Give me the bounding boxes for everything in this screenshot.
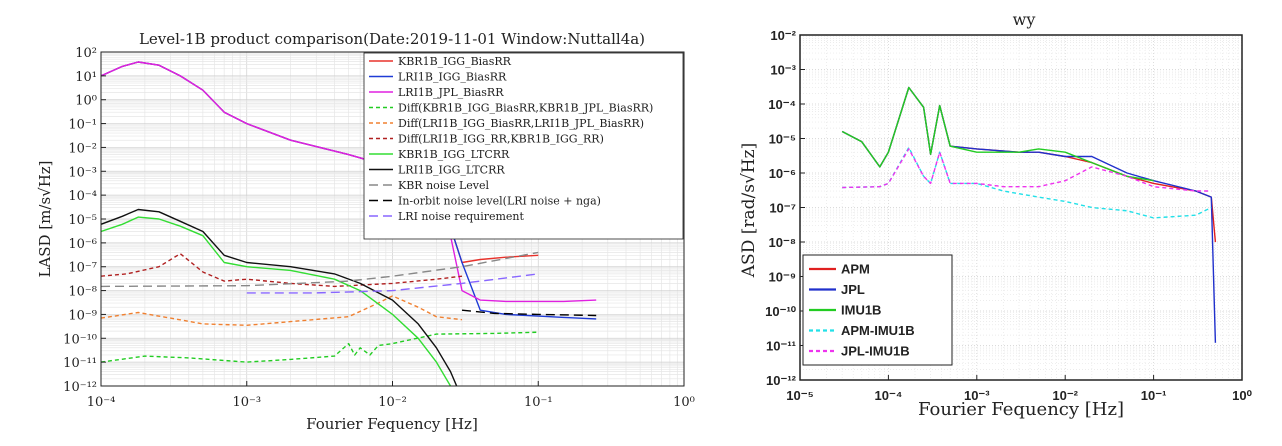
series-line-in-orbit-noise-level-lri-noise-nga (461, 309, 597, 317)
series-line-apm-imu1b (842, 146, 1212, 219)
left-y-axis-label: LASD [m/s√Hz] (36, 160, 54, 277)
y-tick-label: 10⁻⁶ (68, 237, 97, 252)
legend-label-in-orbit-noise-level-lri-noise-nga: In-orbit noise level(LRI noise + nga) (398, 194, 601, 207)
y-tick-label: 10⁻⁵ (68, 213, 97, 228)
y-tick-label: 10⁻⁶ (769, 166, 796, 181)
legend-label-apm-imu1b: APM-IMU1B (841, 323, 915, 338)
y-tick-label: 10⁻¹ (68, 118, 97, 133)
right-ticks: 10⁻⁵ 10⁻⁴ 10⁻³ 10⁻² 10⁻¹ 10⁰ 10⁻¹² 10⁻¹¹ 10⁻¹⁰ 10… (765, 28, 1252, 403)
right-chart-title: wy (1013, 10, 1036, 29)
x-tick-label: 10⁻³ (964, 388, 990, 403)
y-tick-label: 10⁻² (68, 141, 97, 156)
legend-label-diff-kbr1b-igg-biasrr-kbr1b-jpl-biasrr: Diff(KBR1B_IGG_BiasRR,KBR1B_JPL_BiasRR) (398, 101, 653, 114)
left-series-group (101, 61, 597, 386)
right-x-axis-label: Fourier Fequency [Hz] (918, 399, 1124, 420)
y-tick-label: 10⁻¹⁰ (63, 332, 97, 347)
x-tick-label: 10⁻⁴ (87, 395, 116, 410)
left-ticks: 10⁻⁴ 10⁻³ 10⁻² 10⁻¹ 10⁰ 10⁻¹² 10⁻¹¹ 10⁻¹⁰ 10⁻⁹ 10… (63, 46, 695, 410)
x-tick-label: 10⁻¹ (1141, 388, 1167, 403)
series-line-diff-kbr1b-igg-biasrr-kbr1b-jpl-biasrr (101, 331, 539, 363)
y-tick-label: 10⁻⁵ (769, 132, 796, 147)
legend-label-diff-lri1b-igg-biasrr-lri1b-jpl-biasrr: Diff(LRI1B_IGG_BiasRR,LRI1B_JPL_BiasRR) (398, 117, 644, 130)
y-tick-label: 10⁻⁸ (68, 285, 97, 300)
x-tick-label: 10⁻² (378, 395, 407, 410)
y-tick-label: 10⁻⁷ (769, 201, 796, 216)
right-series-group (841, 86, 1217, 343)
y-tick-label: 10⁰ (75, 94, 97, 109)
legend-label-kbr1b-igg-ltcrr: KBR1B_IGG_LTCRR (398, 148, 510, 161)
y-tick-label: 10⁻² (770, 28, 796, 43)
y-tick-label: 10⁻³ (770, 63, 796, 78)
series-line-kbr1b-igg-ltcrr (101, 216, 452, 386)
left-chart-title: Level-1B product comparison(Date:2019-11… (139, 30, 645, 48)
legend-label-jpl: JPL (841, 282, 865, 297)
y-tick-label: 10⁻¹⁰ (765, 304, 797, 319)
right-y-axis-label: ASD [rad/s√Hz] (739, 143, 759, 278)
legend-label-imu1b: IMU1B (841, 303, 881, 318)
y-tick-label: 10⁻⁸ (769, 235, 796, 250)
legend-label-apm: APM (841, 262, 870, 277)
series-line-apm (841, 86, 1217, 243)
right-chart: wy 10⁻⁵ 10⁻⁴ 10⁻³ 10⁻² 10⁻¹ 10⁰ 10⁻¹² 10⁻¹¹ 10⁻¹… (739, 10, 1253, 420)
left-legend-box (363, 52, 684, 240)
series-line-imu1b (841, 86, 1154, 182)
y-tick-label: 10⁻⁴ (768, 97, 796, 112)
x-tick-label: 10⁻¹ (524, 395, 553, 410)
x-tick-label: 10⁻⁴ (875, 388, 903, 403)
left-chart: Level-1B product comparison(Date:2019-11… (36, 30, 695, 433)
series-line-diff-lri1b-igg-rr-kbr1b-igg-rr (101, 252, 463, 288)
x-tick-label: 10⁻⁵ (786, 388, 813, 403)
series-line-jpl-imu1b (842, 148, 1212, 192)
y-tick-label: 10⁻¹¹ (63, 356, 97, 371)
left-x-axis-label: Fourier Fequency [Hz] (306, 415, 478, 433)
legend-label-jpl-imu1b: JPL-IMU1B (841, 344, 910, 359)
left-legend: KBR1B_IGG_BiasRR LRI1B_IGG_BiasRR LRI1B_JP… (363, 52, 684, 240)
series-line-lri-noise-requirement (246, 273, 539, 294)
x-tick-label: 10⁰ (1232, 388, 1252, 403)
y-tick-label: 10² (75, 46, 97, 61)
series-line-diff-lri1b-igg-biasrr-lri1b-jpl-biasrr (101, 295, 463, 326)
series-line-lri1b-igg-ltcrr (101, 208, 458, 386)
y-tick-label: 10⁻⁷ (68, 261, 97, 276)
series-line-lri1b-jpl-biasrr (101, 61, 597, 303)
legend-label-lri1b-jpl-biasrr: LRI1B_JPL_BiasRR (398, 86, 504, 99)
y-tick-label: 10⁻⁴ (68, 189, 97, 204)
legend-label-diff-lri1b-igg-rr-kbr1b-igg-rr: Diff(LRI1B_IGG_RR,KBR1B_IGG_RR) (398, 132, 604, 145)
y-tick-label: 10⁻¹² (63, 380, 97, 395)
y-tick-label: 10⁻¹² (766, 373, 797, 388)
series-line-kbr-noise-level (101, 251, 539, 288)
y-tick-label: 10⁻⁹ (769, 270, 797, 285)
legend-label-lri1b-igg-ltcrr: LRI1B_IGG_LTCRR (398, 163, 505, 176)
y-tick-label: 10⁻⁹ (68, 308, 97, 323)
y-tick-label: 10⁻³ (68, 165, 97, 180)
x-tick-label: 10⁰ (673, 395, 695, 410)
legend-label-kbr1b-igg-biasrr: KBR1B_IGG_BiasRR (398, 55, 512, 68)
y-tick-label: 10¹ (75, 70, 97, 85)
x-tick-label: 10⁻³ (232, 395, 261, 410)
legend-label-lri-noise-requirement: LRI noise requirement (398, 210, 525, 223)
right-legend: APM JPL IMU1B APM-IMU1B JPL-IMU1B (802, 254, 953, 366)
x-tick-label: 10⁻² (1052, 388, 1078, 403)
right-grid (799, 35, 1242, 381)
y-tick-label: 10⁻¹¹ (766, 339, 796, 354)
legend-label-kbr-noise-level: KBR noise Level (398, 179, 489, 192)
legend-label-lri1b-igg-biasrr: LRI1B_IGG_BiasRR (398, 70, 507, 83)
